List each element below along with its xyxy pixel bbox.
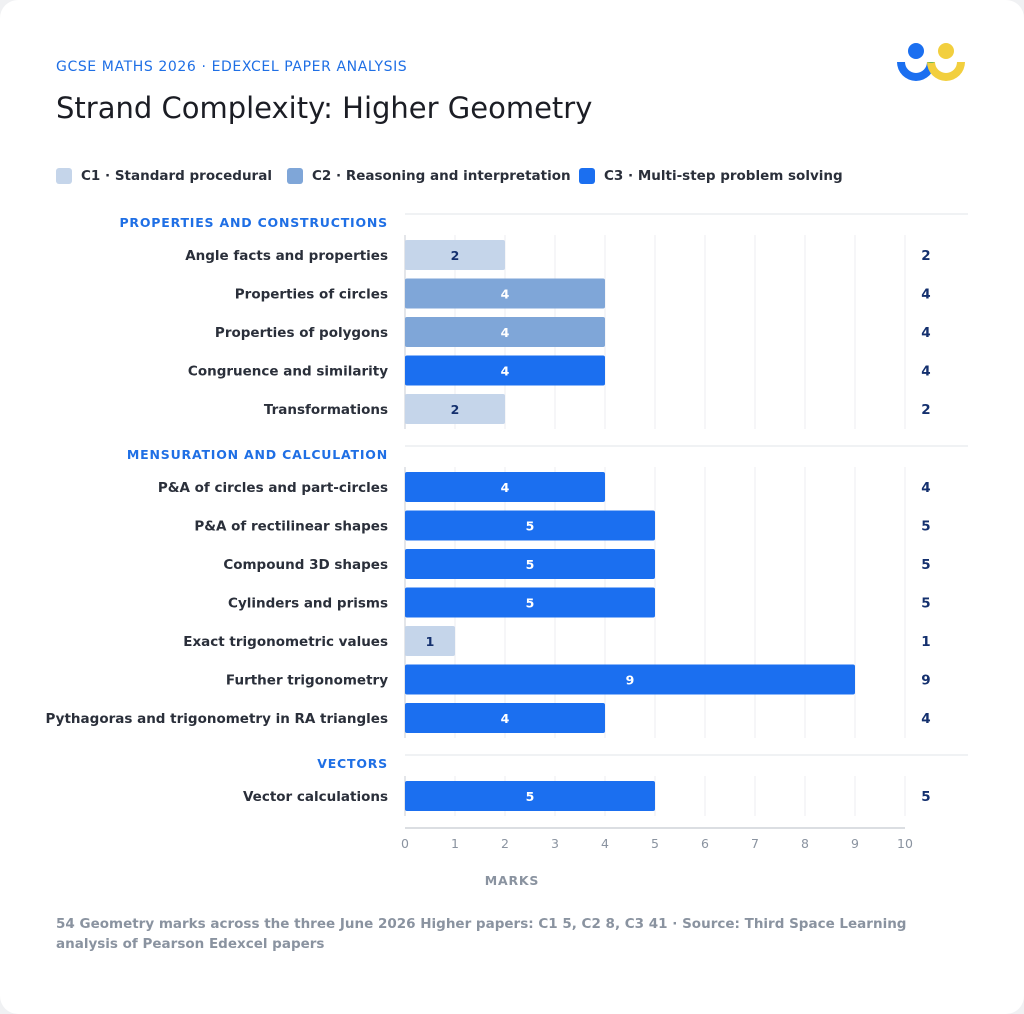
bar-properties-of-polygons — [405, 317, 605, 347]
x-tick-label-10: 10 — [897, 836, 913, 851]
chart-footnote: 54 Geometry marks across the three June … — [56, 916, 907, 952]
row-total-compound-3d-shapes: 5 — [921, 557, 930, 573]
legend-swatch-c3 — [579, 168, 595, 184]
row-total-transformations: 2 — [921, 402, 930, 418]
legend-item-c1: C1 · Standard procedural — [56, 168, 272, 184]
bar-properties-of-circles — [405, 278, 605, 309]
row-label-transformations: Transformations — [264, 402, 388, 418]
row-label-angle-facts-and-properties: Angle facts and properties — [185, 248, 388, 264]
row-label-panda-of-circles-and-part-circles: P&A of circles and part-circles — [158, 480, 388, 496]
legend-swatch-c1 — [56, 168, 72, 184]
bar-value-transformations: 2 — [451, 402, 460, 417]
row-label-congruence-and-similarity: Congruence and similarity — [188, 364, 388, 380]
row-total-exact-trigonometric-values: 1 — [921, 634, 930, 650]
row-label-exact-trigonometric-values: Exact trigonometric values — [183, 634, 388, 650]
bar-value-compound-3d-shapes: 5 — [526, 557, 535, 572]
row-total-panda-of-rectilinear-shapes: 5 — [921, 519, 930, 535]
bar-value-exact-trigonometric-values: 1 — [426, 634, 435, 649]
brand-logo-icon — [897, 43, 965, 81]
row-label-panda-of-rectilinear-shapes: P&A of rectilinear shapes — [194, 519, 388, 535]
legend-swatch-c2 — [287, 168, 303, 184]
row-total-panda-of-circles-and-part-circles: 4 — [921, 480, 930, 496]
row-total-pythagoras-and-trigonometry-in-ra-triangles: 4 — [921, 711, 930, 727]
row-total-properties-of-polygons: 4 — [921, 325, 930, 341]
x-tick-label-4: 4 — [601, 836, 609, 851]
bar-value-cylinders-and-prisms: 5 — [526, 596, 535, 611]
row-label-compound-3d-shapes: Compound 3D shapes — [223, 557, 388, 573]
row-label-cylinders-and-prisms: Cylinders and prisms — [228, 596, 388, 612]
x-tick-label-7: 7 — [751, 836, 759, 851]
bar-value-angle-facts-and-properties: 2 — [451, 248, 460, 263]
bar-value-panda-of-circles-and-part-circles: 4 — [501, 480, 510, 495]
bar-value-further-trigonometry: 9 — [626, 673, 635, 688]
row-total-properties-of-circles: 4 — [921, 287, 930, 303]
x-tick-label-5: 5 — [651, 836, 659, 851]
x-tick-label-2: 2 — [501, 836, 509, 851]
row-total-further-trigonometry: 9 — [921, 673, 930, 689]
row-label-vector-calculations: Vector calculations — [243, 789, 388, 805]
bar-panda-of-circles-and-part-circles — [405, 472, 605, 502]
x-tick-label-0: 0 — [401, 836, 409, 851]
x-axis-title: MARKS — [485, 873, 539, 888]
section-heading-properties-and-constructions: PROPERTIES AND CONSTRUCTIONS — [119, 215, 388, 230]
bar-value-pythagoras-and-trigonometry-in-ra-triangles: 4 — [501, 711, 510, 726]
x-tick-label-6: 6 — [701, 836, 709, 851]
row-label-pythagoras-and-trigonometry-in-ra-triangles: Pythagoras and trigonometry in RA triang… — [46, 711, 388, 727]
row-total-congruence-and-similarity: 4 — [921, 364, 930, 380]
bar-panda-of-rectilinear-shapes — [405, 510, 655, 541]
row-total-cylinders-and-prisms: 5 — [921, 596, 930, 612]
bar-value-congruence-and-similarity: 4 — [501, 364, 510, 379]
section-heading-vectors: VECTORS — [317, 756, 388, 771]
bar-vector-calculations — [405, 781, 655, 811]
bar-transformations — [405, 394, 505, 424]
legend-item-c2: C2 · Reasoning and interpretation — [287, 168, 571, 184]
row-total-vector-calculations: 5 — [921, 789, 930, 805]
legend-label-c3: C3 · Multi-step problem solving — [604, 168, 843, 184]
bar-exact-trigonometric-values — [405, 626, 455, 656]
legend-item-c3: C3 · Multi-step problem solving — [579, 168, 843, 184]
bar-compound-3d-shapes — [405, 549, 655, 579]
bar-value-properties-of-circles: 4 — [501, 287, 510, 302]
bar-value-panda-of-rectilinear-shapes: 5 — [526, 519, 535, 534]
bar-cylinders-and-prisms — [405, 587, 655, 618]
x-tick-label-1: 1 — [451, 836, 459, 851]
x-tick-label-8: 8 — [801, 836, 809, 851]
legend-label-c2: C2 · Reasoning and interpretation — [312, 168, 571, 184]
legend-label-c1: C1 · Standard procedural — [81, 168, 272, 184]
x-tick-label-3: 3 — [551, 836, 559, 851]
report-eyebrow: GCSE MATHS 2026 · EDEXCEL PAPER ANALYSIS — [56, 59, 408, 75]
bar-pythagoras-and-trigonometry-in-ra-triangles — [405, 703, 605, 733]
chart-title: Strand Complexity: Higher Geometry — [56, 91, 593, 125]
bar-angle-facts-and-properties — [405, 240, 505, 270]
row-total-angle-facts-and-properties: 2 — [921, 248, 930, 264]
bar-further-trigonometry — [405, 664, 855, 695]
row-label-further-trigonometry: Further trigonometry — [226, 673, 388, 689]
bar-congruence-and-similarity — [405, 355, 605, 386]
row-label-properties-of-polygons: Properties of polygons — [215, 325, 388, 341]
section-heading-mensuration-and-calculation: MENSURATION AND CALCULATION — [127, 447, 388, 462]
bar-value-properties-of-polygons: 4 — [501, 325, 510, 340]
row-label-properties-of-circles: Properties of circles — [235, 287, 388, 303]
x-tick-label-9: 9 — [851, 836, 859, 851]
bar-value-vector-calculations: 5 — [526, 789, 535, 804]
bar-chart: PROPERTIES AND CONSTRUCTIONS Angle facts … — [46, 213, 968, 888]
